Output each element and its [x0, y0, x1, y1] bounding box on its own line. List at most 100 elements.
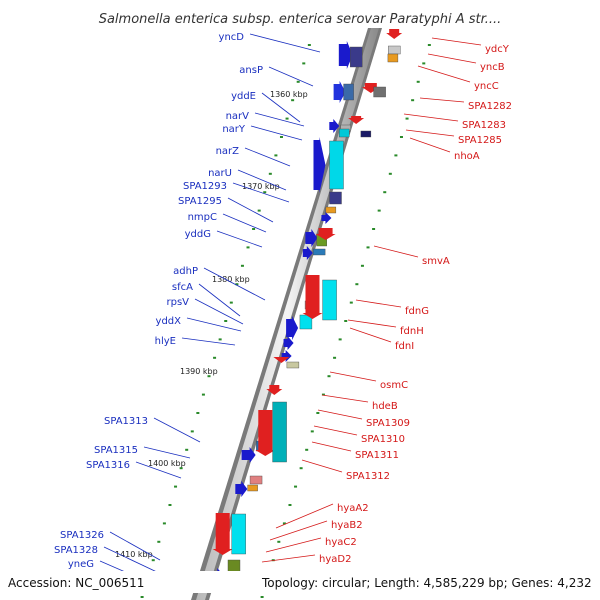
leader-line: [268, 66, 314, 87]
gene-label-narY[interactable]: narY: [222, 124, 246, 135]
gene-label-SPA1313[interactable]: SPA1313: [104, 416, 148, 427]
gene-label-ydcY[interactable]: ydcY: [485, 44, 510, 55]
ruler-tick: [213, 356, 217, 359]
leader-line: [261, 92, 301, 123]
ruler-tick: [316, 412, 320, 414]
gene-label-yddX[interactable]: yddX: [156, 316, 182, 327]
gene-label-yneG[interactable]: yneG: [68, 559, 94, 570]
gene-label-narU[interactable]: narU: [208, 168, 232, 179]
gene-label-SPA1310[interactable]: SPA1310: [361, 434, 405, 445]
kbp-label-1390: 1390 kbp: [180, 367, 218, 376]
map-title: Salmonella enterica subsp. enterica sero…: [99, 12, 502, 27]
gene-label-narV[interactable]: narV: [226, 111, 250, 122]
gene-label-hyaB2[interactable]: hyaB2: [331, 520, 363, 531]
leader-line: [244, 147, 291, 167]
gene-label-rpsV[interactable]: rpsV: [166, 297, 189, 308]
leader-line: [321, 394, 369, 403]
ruler-tick: [282, 522, 286, 525]
leader-line: [427, 53, 477, 64]
leader-line: [181, 337, 236, 346]
gene-label-sfcA[interactable]: sfcA: [172, 282, 193, 293]
gene-arrow: [286, 316, 299, 340]
ruler-tick: [277, 540, 281, 543]
gene-label-SPA1285[interactable]: SPA1285: [458, 135, 502, 146]
gene-label-hdeB[interactable]: hdeB: [372, 401, 398, 412]
ruler-tick: [288, 504, 292, 506]
ruler-tick: [252, 228, 256, 230]
leader-line: [186, 317, 242, 332]
leader-line: [409, 137, 451, 153]
gene-arrow: [241, 447, 256, 463]
gene-label-SPA1295[interactable]: SPA1295: [178, 196, 222, 207]
leader-line: [135, 461, 182, 479]
gene-label-nhoA[interactable]: nhoA: [454, 151, 480, 162]
gene-label-SPA1326[interactable]: SPA1326: [60, 530, 104, 541]
gene-label-hyaC2[interactable]: hyaC2: [325, 537, 357, 548]
gene-label-SPA1312[interactable]: SPA1312: [346, 471, 390, 482]
gene-label-fdnG[interactable]: fdnG: [405, 306, 429, 317]
leader-line: [269, 520, 328, 541]
gene-arrow: [302, 246, 313, 260]
leader-line: [153, 417, 201, 443]
gene-label-hyaD2[interactable]: hyaD2: [319, 554, 351, 565]
leader-line: [301, 459, 343, 473]
leader-line: [250, 125, 303, 141]
gene-label-SPA1311[interactable]: SPA1311: [355, 450, 399, 461]
ruler-tick: [190, 430, 194, 433]
leader-line: [103, 546, 160, 574]
gene-label-yddE[interactable]: yddE: [231, 91, 256, 102]
ruler-tick: [296, 80, 300, 83]
gene-arrow: [313, 137, 326, 193]
gene-label-SPA1315[interactable]: SPA1315: [94, 445, 138, 456]
gene-label-SPA1316[interactable]: SPA1316: [86, 460, 130, 471]
gene-box: [286, 361, 300, 369]
ruler-tick: [349, 301, 353, 304]
gene-label-hyaA2[interactable]: hyaA2: [337, 503, 369, 514]
gene-box: [329, 140, 344, 190]
gene-label-SPA1309[interactable]: SPA1309: [366, 418, 410, 429]
gene-label-hlyE[interactable]: hlyE: [155, 336, 176, 347]
gene-label-fdnI[interactable]: fdnI: [395, 341, 414, 352]
gene-box: [338, 128, 350, 138]
ruler-tick: [366, 246, 370, 249]
ruler-tick: [246, 246, 250, 249]
ruler-tick: [360, 264, 364, 267]
gene-label-yncD[interactable]: yncD: [219, 32, 245, 43]
gene-label-yddG[interactable]: yddG: [185, 229, 211, 240]
gene-label-osmC[interactable]: osmC: [380, 380, 408, 391]
leader-line: [275, 503, 334, 529]
ruler-tick: [405, 117, 409, 120]
accession-text: Accession: NC_006511: [8, 576, 144, 590]
gene-box: [343, 83, 354, 101]
leader-line: [254, 112, 305, 127]
ruler-tick: [383, 191, 387, 194]
gene-arrow: [255, 410, 276, 456]
leader-line: [265, 537, 322, 553]
kbp-label-1370: 1370 kbp: [242, 182, 280, 191]
gene-arrow: [235, 481, 248, 497]
gene-label-SPA1293[interactable]: SPA1293: [183, 181, 227, 192]
leader-line: [232, 182, 290, 203]
gene-label-SPA1283[interactable]: SPA1283: [462, 120, 506, 131]
gene-label-ansP[interactable]: ansP: [239, 65, 263, 76]
gene-label-nmpC[interactable]: nmpC: [188, 212, 217, 223]
ruler-tick: [224, 320, 228, 322]
gene-box: [387, 53, 399, 63]
gene-label-adhP[interactable]: adhP: [173, 266, 198, 277]
kbp-label-1410: 1410 kbp: [115, 550, 153, 559]
gene-label-SPA1282[interactable]: SPA1282: [468, 101, 512, 112]
gene-label-yncB[interactable]: yncB: [480, 62, 505, 73]
ruler-tick: [285, 117, 289, 120]
ruler-tick: [235, 283, 239, 286]
gene-label-fdnH[interactable]: fdnH: [400, 326, 424, 337]
leader-line: [261, 554, 316, 563]
leader-line: [417, 65, 471, 83]
gene-label-narZ[interactable]: narZ: [216, 146, 240, 157]
ruler-tick: [201, 393, 205, 396]
gene-label-SPA1328[interactable]: SPA1328: [54, 545, 98, 556]
gene-label-smvA[interactable]: smvA: [422, 256, 450, 267]
gene-label-yncC[interactable]: yncC: [474, 81, 499, 92]
ruler-tick: [179, 467, 183, 470]
gene-box: [249, 475, 263, 485]
